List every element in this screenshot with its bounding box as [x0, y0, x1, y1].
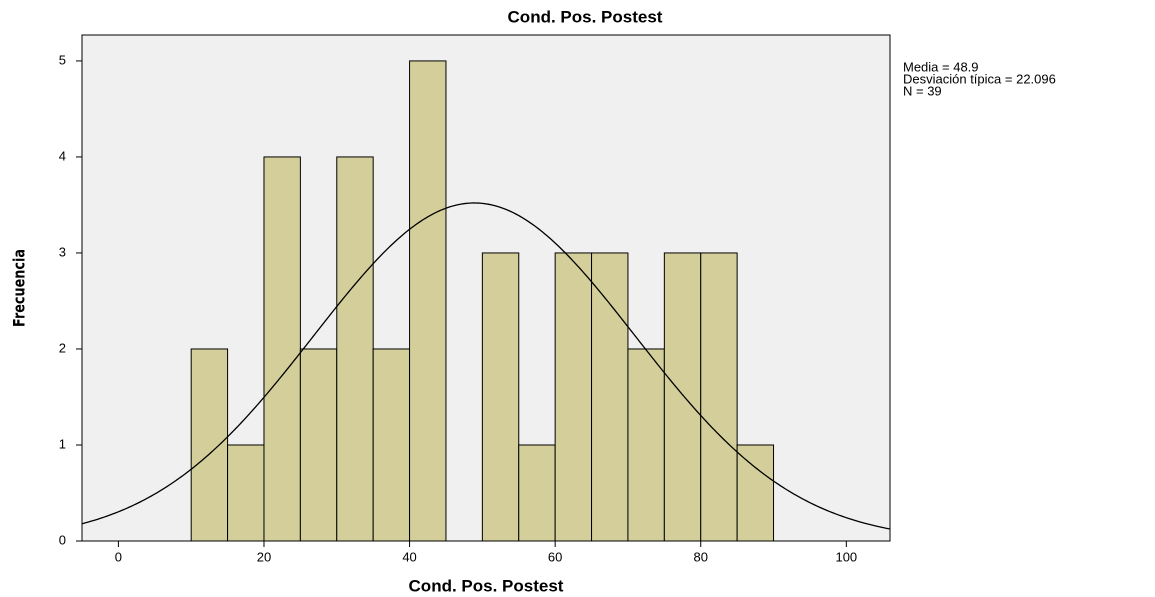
y-tick-label: 0: [59, 532, 66, 547]
bar: [263, 156, 301, 542]
x-tick-label: 20: [257, 549, 271, 564]
bar: [518, 444, 556, 542]
bar: [227, 444, 265, 542]
bar: [554, 252, 593, 542]
bar: [591, 252, 629, 542]
bar: [700, 252, 738, 542]
stat-label: N = 39: [903, 83, 942, 98]
x-tick-label: 60: [548, 549, 562, 564]
x-tick-label: 40: [402, 549, 416, 564]
normal-curve: [81, 202, 891, 530]
x-axis-label: Cond. Pos. Postest: [409, 576, 564, 595]
bar: [481, 252, 520, 542]
bar: [190, 348, 229, 542]
bar: [736, 444, 775, 542]
bar: [663, 252, 702, 542]
stat-label: Desviación típica = 22.096: [903, 71, 1056, 86]
bar: [336, 156, 374, 542]
y-tick-label: 2: [59, 340, 66, 355]
x-tick-label: 80: [694, 549, 708, 564]
y-tick-label: 4: [59, 148, 66, 163]
chart-title: Cond. Pos. Postest: [508, 7, 663, 26]
bar: [409, 60, 447, 542]
y-tick-label: 1: [59, 436, 66, 451]
x-tick-label: 0: [115, 549, 122, 564]
bar: [372, 348, 411, 542]
stat-label: Media = 48.9: [903, 59, 979, 74]
x-tick-label: 100: [835, 549, 857, 564]
bar: [299, 348, 338, 542]
bar: [627, 348, 665, 542]
y-axis-label: Frecuencia: [11, 249, 29, 327]
y-tick-label: 3: [59, 244, 66, 259]
y-tick-label: 5: [59, 52, 66, 67]
